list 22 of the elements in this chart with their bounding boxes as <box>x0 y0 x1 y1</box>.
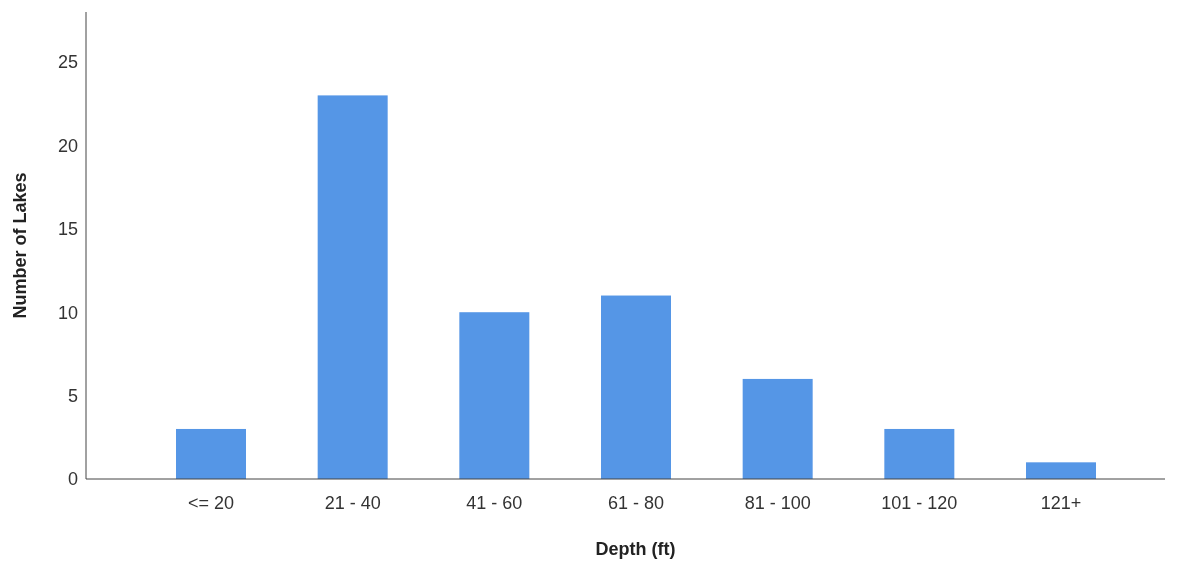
bar <box>884 428 955 479</box>
y-tick-label: 25 <box>57 52 78 73</box>
x-tick-label: 81 - 100 <box>744 493 811 513</box>
x-tick-label: 41 - 60 <box>466 493 523 513</box>
x-tick-label: 101 - 120 <box>881 493 958 513</box>
bar <box>601 295 671 479</box>
y-tick-label: 5 <box>67 385 78 406</box>
bar <box>742 378 813 479</box>
bar <box>459 312 530 479</box>
bar <box>1026 462 1096 479</box>
x-axis-title: Depth (ft) <box>595 539 676 559</box>
y-tick-label: 20 <box>57 135 78 156</box>
x-tick-label: <= 20 <box>187 493 235 513</box>
y-axis-title: Number of Lakes <box>10 172 30 319</box>
x-tick-label: 121+ <box>1040 493 1082 513</box>
y-tick-label: 10 <box>57 302 78 323</box>
bar <box>317 95 388 479</box>
x-tick-label: 21 - 40 <box>324 493 381 513</box>
y-tick-label: 0 <box>67 469 78 490</box>
y-tick-label: 15 <box>57 219 78 240</box>
x-tick-label: 61 - 80 <box>607 493 665 513</box>
bar <box>176 428 246 479</box>
